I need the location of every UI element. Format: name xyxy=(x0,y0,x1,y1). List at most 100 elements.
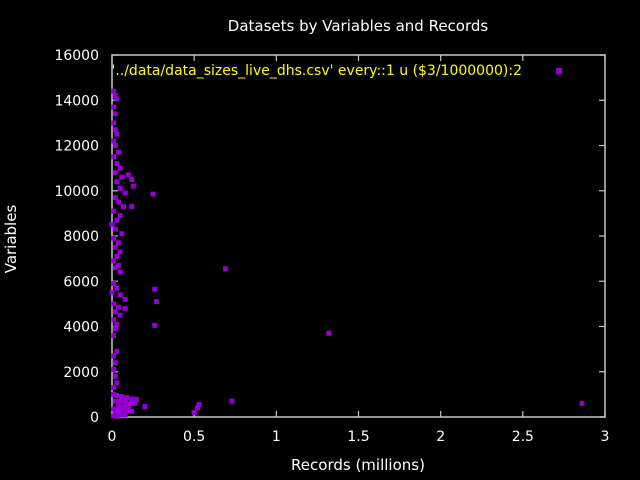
data-point xyxy=(112,309,118,315)
data-point xyxy=(111,258,117,264)
data-point xyxy=(114,380,120,386)
data-point xyxy=(191,409,197,415)
data-point xyxy=(112,226,118,232)
x-tick-label: 2 xyxy=(436,429,445,445)
data-point xyxy=(111,413,117,419)
chart-title: Datasets by Variables and Records xyxy=(228,17,489,35)
y-tick-label: 12000 xyxy=(54,139,99,155)
x-tick-label: 3 xyxy=(601,429,610,445)
data-point xyxy=(125,172,131,178)
data-point xyxy=(121,204,127,210)
x-tick-label: 1.5 xyxy=(347,429,369,445)
y-tick-label: 2000 xyxy=(63,365,99,381)
data-point xyxy=(127,400,133,406)
data-point xyxy=(134,396,140,402)
data-point xyxy=(153,299,159,305)
data-point xyxy=(111,353,117,359)
data-point xyxy=(132,400,138,406)
data-point xyxy=(117,412,123,418)
legend-label: '../data/data_sizes_live_dhs.csv' every:… xyxy=(111,63,522,79)
data-point xyxy=(111,317,117,323)
data-point xyxy=(111,281,117,287)
data-point xyxy=(229,398,235,404)
data-point xyxy=(114,413,120,419)
x-axis-label: Records (millions) xyxy=(291,456,425,474)
data-point xyxy=(116,304,122,310)
data-point xyxy=(112,265,118,271)
data-point xyxy=(112,143,118,148)
data-point xyxy=(152,322,158,328)
data-point xyxy=(117,185,123,191)
legend-marker xyxy=(556,68,562,74)
data-point xyxy=(114,393,120,399)
data-point xyxy=(111,385,117,391)
data-point xyxy=(196,402,202,408)
data-point xyxy=(121,404,127,410)
data-point xyxy=(111,154,117,160)
data-point xyxy=(222,266,228,272)
data-point xyxy=(114,285,120,291)
data-point xyxy=(112,170,118,176)
data-point xyxy=(122,190,128,196)
data-point xyxy=(114,96,120,102)
data-points xyxy=(109,69,585,419)
data-point xyxy=(117,249,123,255)
data-point xyxy=(119,407,125,413)
y-axis-label: Variables xyxy=(2,205,20,274)
y-tick-label: 16000 xyxy=(54,48,99,64)
data-point xyxy=(117,312,123,318)
data-point xyxy=(124,408,130,414)
data-point xyxy=(111,366,117,372)
y-tick-label: 0 xyxy=(90,410,99,426)
data-point xyxy=(150,191,156,197)
x-tick-label: 0.5 xyxy=(183,429,205,445)
data-point xyxy=(114,348,120,354)
data-point xyxy=(111,138,117,144)
data-point xyxy=(142,404,148,410)
data-point xyxy=(122,412,128,418)
y-tick-label: 6000 xyxy=(63,274,99,290)
data-point xyxy=(119,394,125,400)
data-point xyxy=(122,399,128,405)
y-tick-label: 10000 xyxy=(54,184,99,200)
data-point xyxy=(124,395,130,401)
data-point xyxy=(111,88,117,94)
axis-ticks: 0 0.5 1 1.5 2 2.5 3 0 2000 4000 6000 8000 10000 12000… xyxy=(54,48,609,445)
data-point xyxy=(112,195,118,201)
data-point xyxy=(116,149,122,155)
data-point xyxy=(111,391,117,397)
data-point xyxy=(119,231,125,237)
data-point xyxy=(111,301,117,307)
data-point xyxy=(122,296,128,302)
data-point xyxy=(116,240,122,246)
data-point xyxy=(114,217,120,223)
data-point xyxy=(111,208,117,214)
data-point xyxy=(129,408,135,414)
data-point xyxy=(152,286,158,292)
data-point xyxy=(129,176,135,182)
data-point xyxy=(111,333,117,339)
data-point xyxy=(114,407,120,413)
y-tick-label: 14000 xyxy=(54,93,99,109)
data-point xyxy=(112,127,118,133)
data-point xyxy=(114,253,120,259)
data-point xyxy=(117,213,123,219)
data-point xyxy=(116,199,122,205)
data-point xyxy=(111,120,117,126)
x-tick-label: 2.5 xyxy=(512,429,534,445)
data-point xyxy=(326,330,332,336)
data-point xyxy=(116,403,122,409)
data-point xyxy=(112,111,118,117)
data-point xyxy=(111,406,117,412)
data-point xyxy=(129,204,135,210)
data-point xyxy=(117,292,123,298)
data-point xyxy=(117,165,123,171)
data-point xyxy=(114,321,120,327)
data-point xyxy=(112,244,118,250)
data-point xyxy=(112,93,118,99)
data-point xyxy=(129,396,135,402)
plot-frame xyxy=(111,54,606,418)
data-point xyxy=(116,262,122,268)
legend: '../data/data_sizes_live_dhs.csv' every:… xyxy=(111,63,562,79)
